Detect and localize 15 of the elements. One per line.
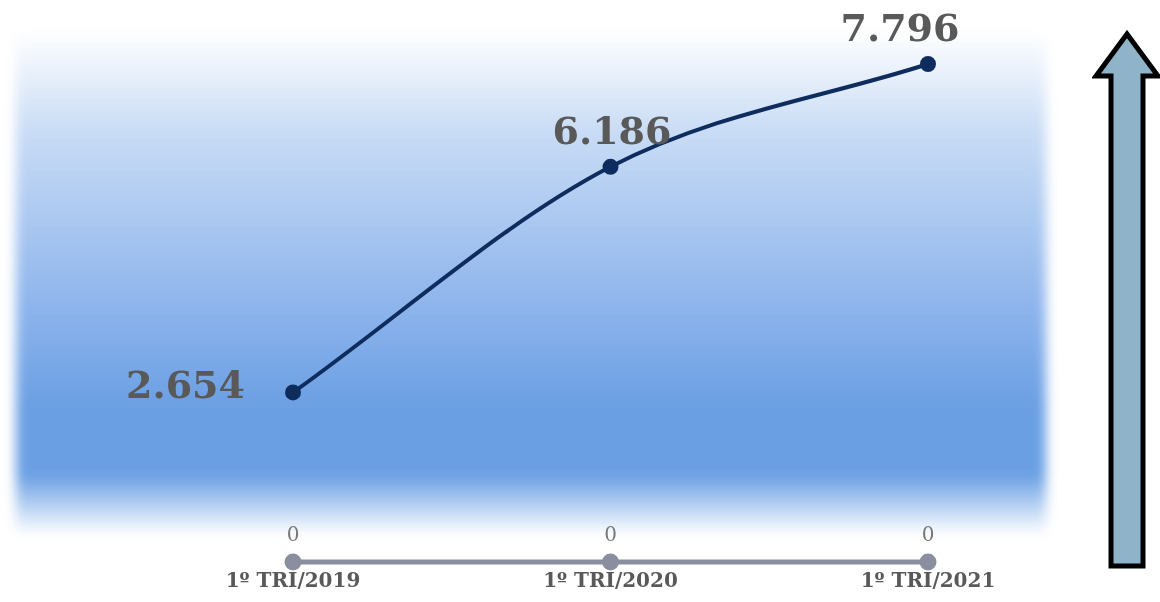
data-label: 2.654 [126, 362, 245, 408]
point [285, 384, 301, 401]
x-tick-label: 1º TRI/2021 [860, 568, 996, 593]
x-tick-label: 1º TRI/2020 [543, 568, 678, 593]
data-label: 7.796 [840, 4, 960, 50]
data-label: 0 [286, 522, 300, 547]
point [602, 158, 619, 175]
point [919, 553, 937, 571]
data-label: 0 [921, 522, 935, 547]
point [284, 553, 302, 571]
x-tick-label: 1º TRI/2019 [225, 568, 361, 593]
data-label: 6.186 [552, 107, 672, 153]
point [920, 56, 936, 72]
point [602, 553, 619, 571]
data-label: 0 [604, 522, 617, 547]
